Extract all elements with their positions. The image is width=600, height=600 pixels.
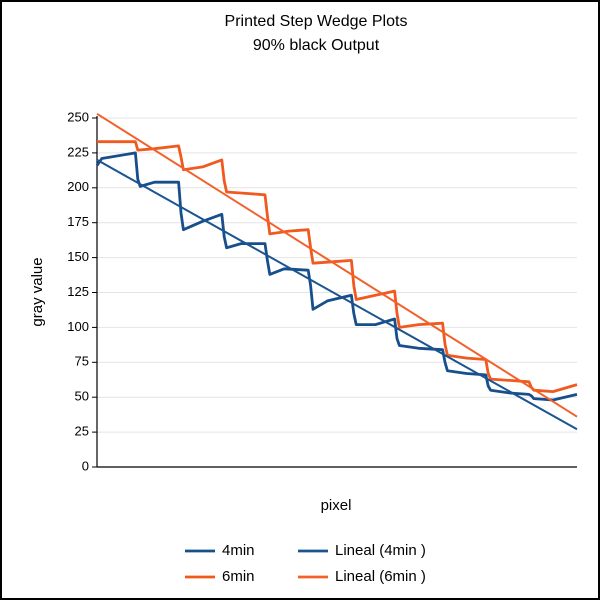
y-tick-label: 225	[67, 144, 89, 159]
y-tick-label: 0	[82, 458, 89, 473]
y-tick-label: 100	[67, 319, 89, 334]
y-tick-label: 200	[67, 179, 89, 194]
trend-line	[96, 159, 578, 431]
legend-label: 4min	[222, 542, 255, 559]
legend-label: 6min	[222, 568, 255, 585]
series-line	[97, 140, 578, 393]
y-tick-label: 125	[67, 284, 89, 299]
legend-label: Lineal (4min )	[335, 542, 426, 559]
y-axis-label: gray value	[29, 257, 46, 326]
legend-label: Lineal (6min )	[335, 568, 426, 585]
chart-subtitle: 90% black Output	[253, 37, 380, 54]
y-tick-label: 75	[75, 354, 89, 369]
chart-title: Printed Step Wedge Plots	[225, 13, 408, 30]
series-line	[95, 151, 578, 402]
y-tick-label: 25	[75, 424, 89, 439]
y-tick-label: 150	[67, 249, 89, 264]
y-tick-label: 50	[75, 389, 89, 404]
y-tick-label: 175	[67, 214, 89, 229]
x-axis-label: pixel	[321, 497, 352, 514]
y-tick-label: 250	[67, 109, 89, 124]
trend-line	[96, 112, 578, 418]
